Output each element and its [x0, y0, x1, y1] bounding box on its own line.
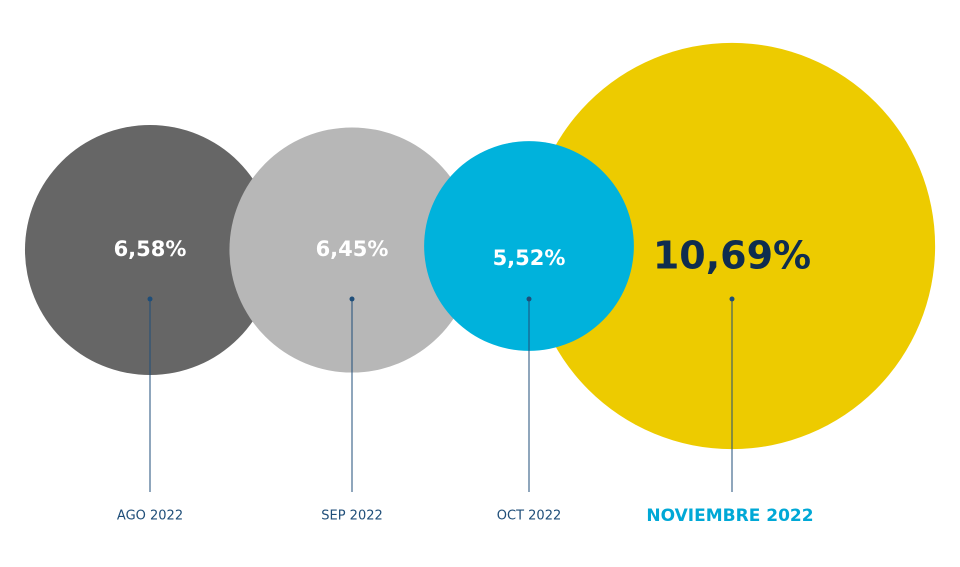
category-label: NOVIEMBRE 2022 [646, 506, 813, 526]
category-label: OCT 2022 [497, 509, 561, 524]
value-label: 6,58% [114, 237, 187, 261]
value-label: 6,45% [316, 237, 389, 261]
value-label: 10,69% [653, 234, 811, 278]
bubble [229, 127, 475, 373]
leader-dot [526, 296, 532, 302]
leader-dot [349, 296, 355, 302]
leader-dot [729, 296, 735, 302]
bubble [424, 141, 634, 351]
category-label: AGO 2022 [117, 509, 183, 524]
value-label: 5,52% [493, 246, 566, 270]
category-label: SEP 2022 [321, 509, 383, 524]
leader-dot [147, 296, 153, 302]
bubble [24, 124, 276, 376]
bubble [528, 42, 936, 450]
